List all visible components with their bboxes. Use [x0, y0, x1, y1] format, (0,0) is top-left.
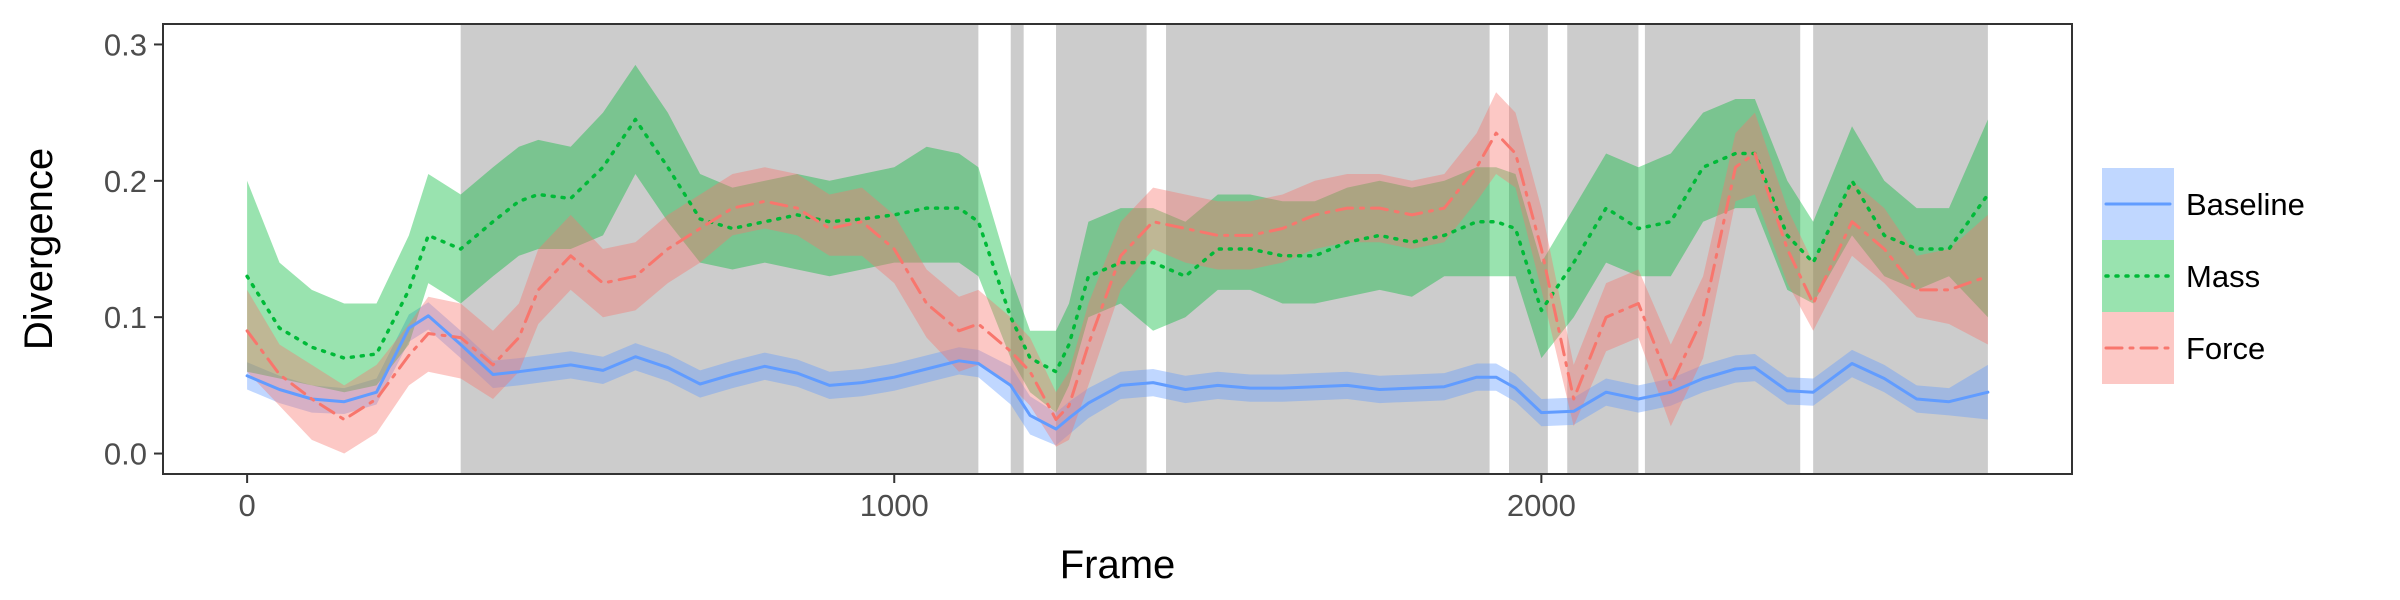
series-lines	[245, 117, 1990, 431]
line-force	[245, 131, 1990, 421]
line-baseline	[245, 314, 1990, 431]
x-axis: 0 1000 2000	[239, 474, 1576, 523]
legend-label-baseline: Baseline	[2186, 187, 2305, 222]
band-force	[247, 92, 1988, 454]
legend-item-force: Force	[2102, 312, 2265, 384]
confidence-bands	[247, 64, 1988, 454]
y-tick-label: 0.3	[104, 27, 147, 62]
y-axis: 0.0 0.1 0.2 0.3	[104, 27, 163, 472]
legend-label-mass: Mass	[2186, 259, 2260, 294]
band-mass	[247, 64, 1988, 413]
shaded-region-2	[1056, 24, 1147, 474]
legend: Baseline Mass Force	[2102, 168, 2305, 384]
band-baseline	[247, 302, 1988, 446]
legend-item-baseline: Baseline	[2102, 168, 2305, 240]
shaded-region-6	[1644, 24, 1801, 474]
shaded-region-5	[1567, 24, 1639, 474]
x-tick-label: 1000	[860, 488, 929, 523]
legend-label-force: Force	[2186, 331, 2265, 366]
plot-border	[162, 23, 2073, 475]
y-tick-label: 0.1	[104, 300, 147, 335]
line-mass	[245, 117, 1990, 374]
shaded-region-0	[460, 24, 979, 474]
x-tick-label: 2000	[1507, 488, 1576, 523]
x-tick-label: 0	[239, 488, 256, 523]
y-tick-label: 0.0	[104, 437, 147, 472]
legend-item-mass: Mass	[2102, 240, 2260, 312]
y-axis-title: Divergence	[17, 148, 61, 350]
x-axis-title: Frame	[1060, 543, 1176, 587]
y-tick-label: 0.2	[104, 164, 147, 199]
